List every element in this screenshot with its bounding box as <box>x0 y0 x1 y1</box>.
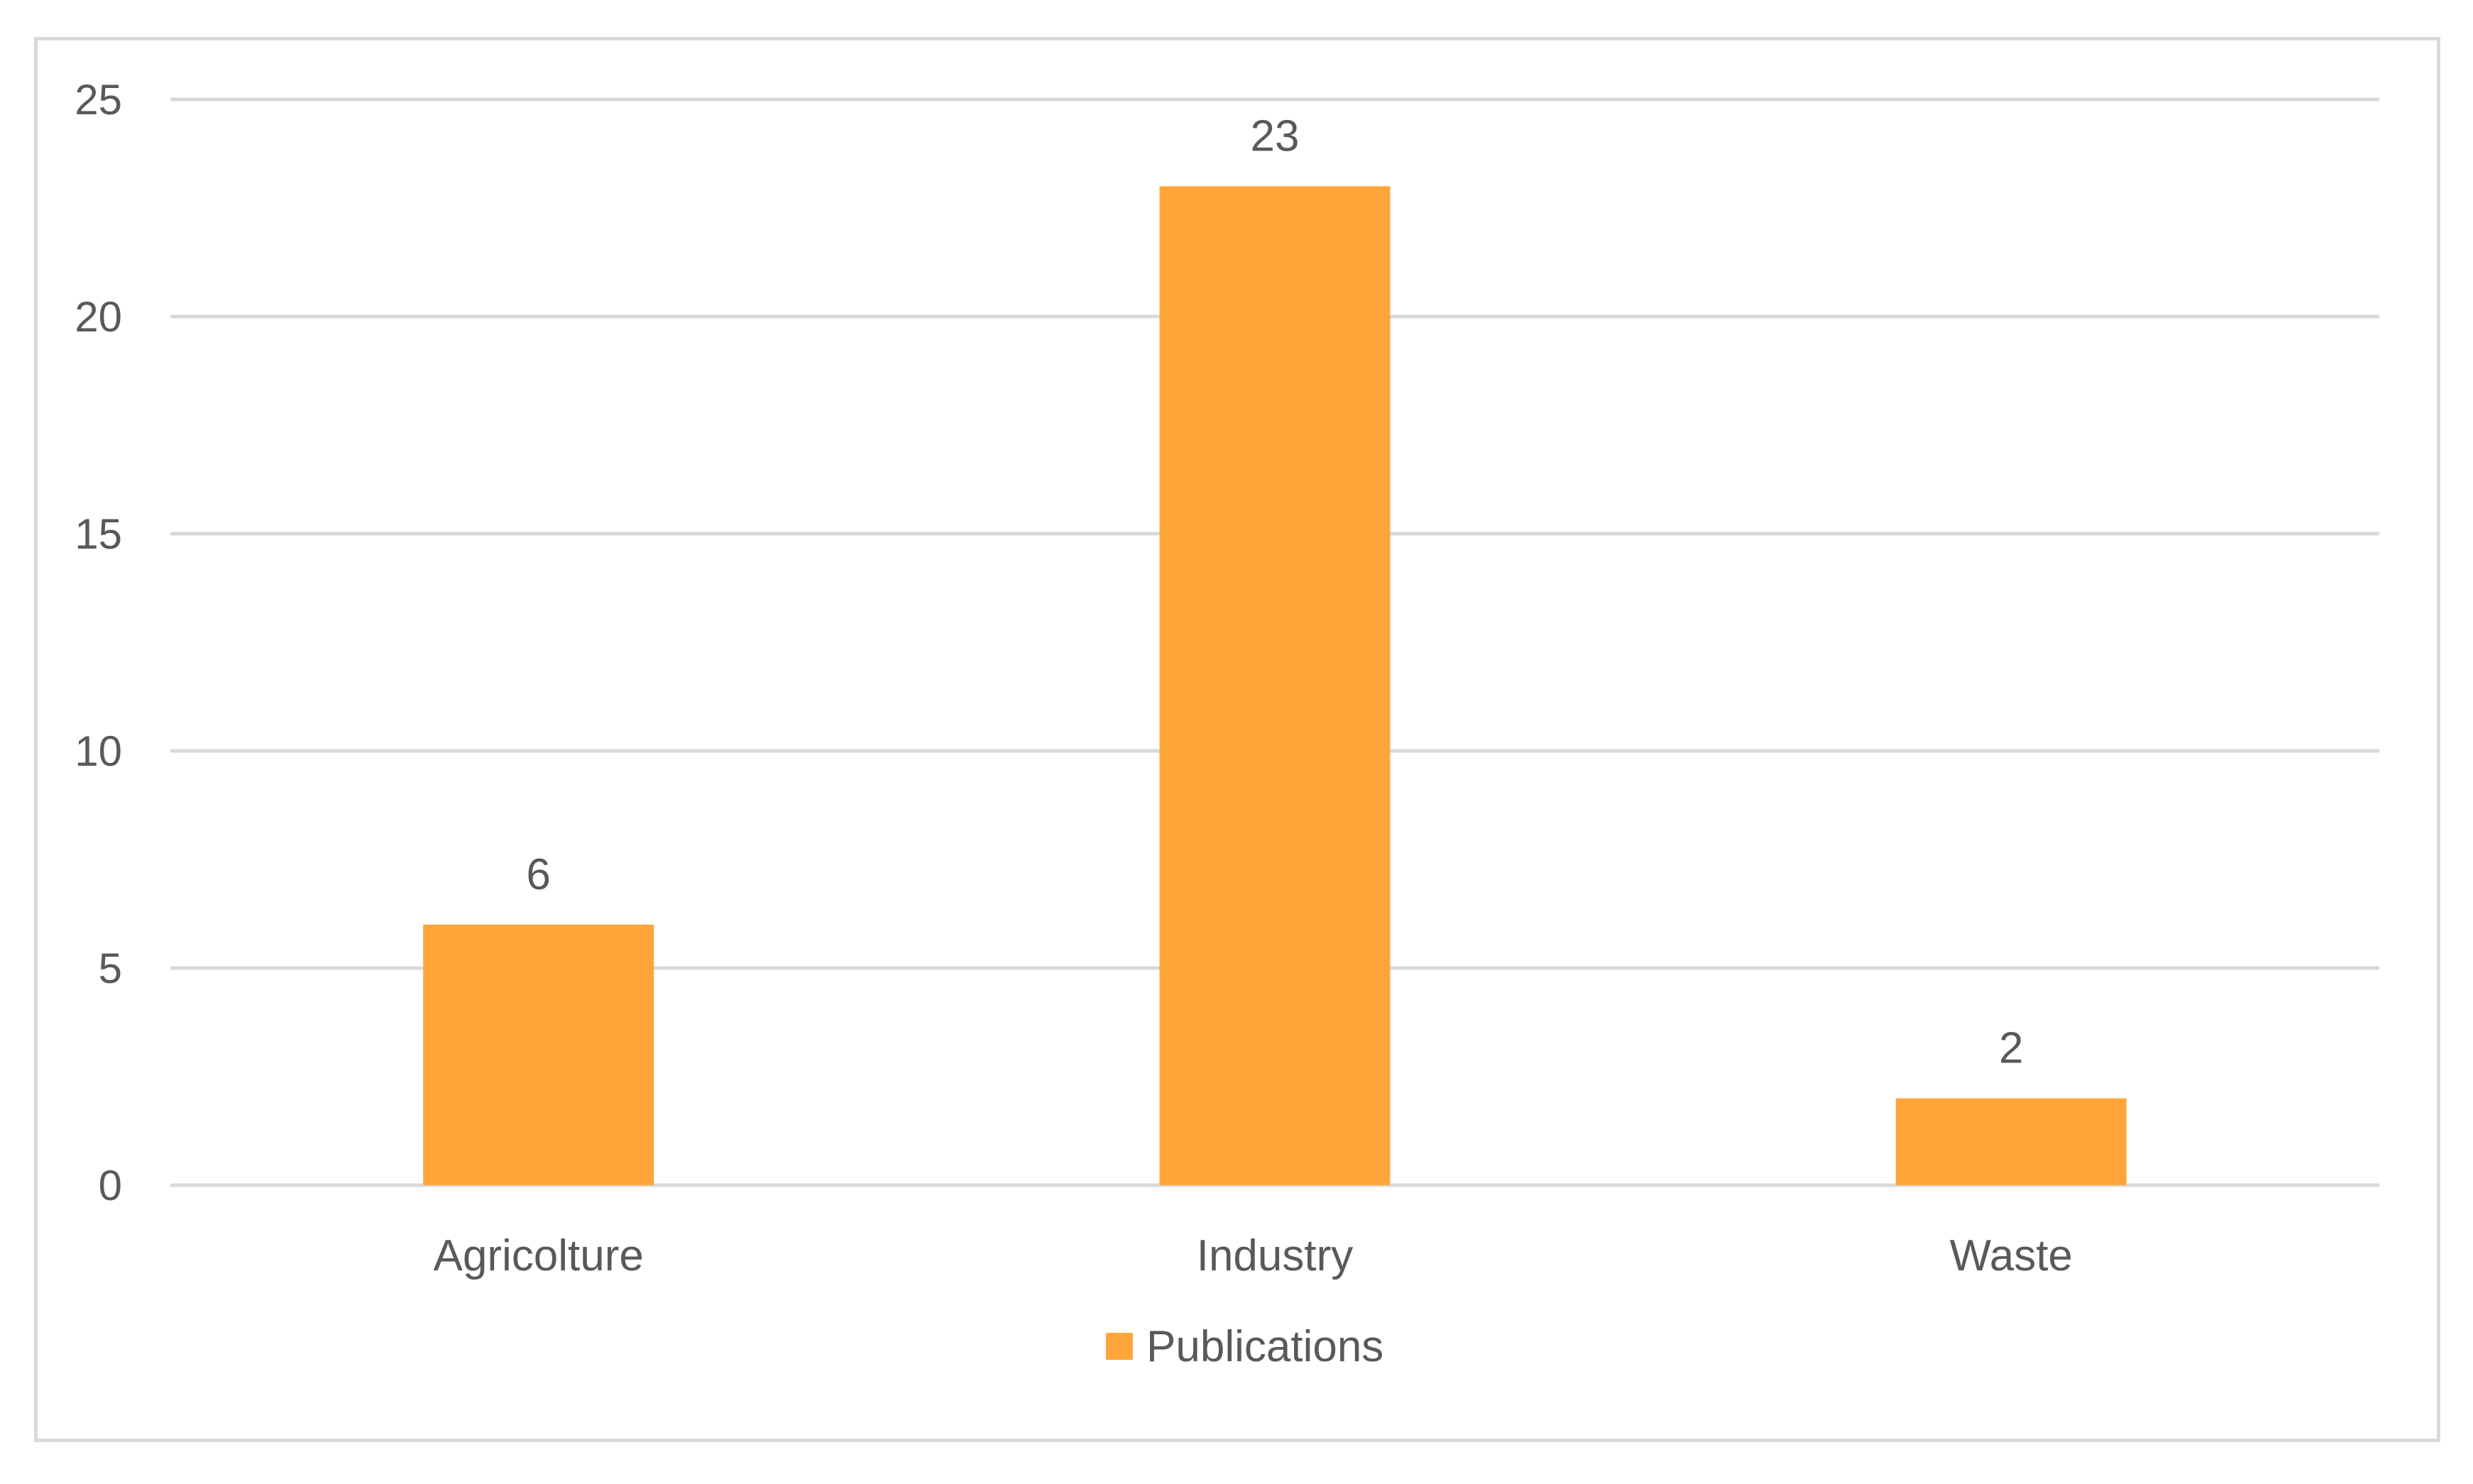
y-tick-label: 15 <box>75 510 122 558</box>
legend-swatch <box>1106 1333 1133 1360</box>
data-labels: 6 23 2 <box>526 111 2023 1072</box>
bar-agricolture <box>423 924 654 1185</box>
legend-label: Publications <box>1146 1322 1383 1371</box>
data-label: 6 <box>526 850 550 899</box>
legend: Publications <box>1106 1322 1383 1371</box>
category-label: Agricolture <box>433 1231 643 1280</box>
y-tick-label: 0 <box>99 1162 122 1209</box>
x-axis-categories: Agricolture Industry Waste <box>433 1231 2073 1280</box>
data-label: 2 <box>1999 1024 2023 1073</box>
y-axis-ticks: 0 5 10 15 20 25 <box>75 76 122 1209</box>
y-tick-label: 5 <box>99 945 122 992</box>
bar-industry <box>1159 186 1391 1185</box>
y-tick-label: 25 <box>75 76 122 123</box>
category-label: Industry <box>1197 1231 1354 1280</box>
data-label: 23 <box>1251 111 1300 160</box>
y-tick-label: 10 <box>75 727 122 775</box>
category-label: Waste <box>1950 1231 2073 1280</box>
y-tick-label: 20 <box>75 293 122 341</box>
bar-waste <box>1895 1098 2127 1185</box>
bars <box>423 186 2127 1185</box>
